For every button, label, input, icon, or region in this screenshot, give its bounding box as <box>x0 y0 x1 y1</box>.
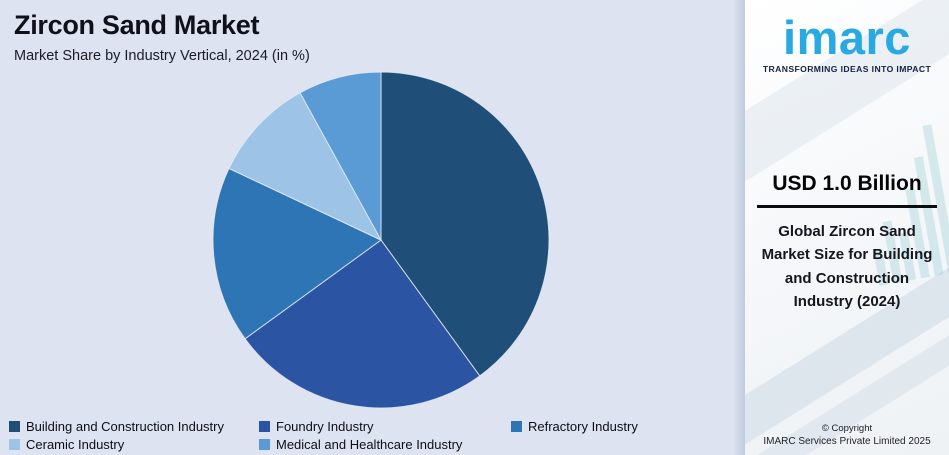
logo-tagline: TRANSFORMING IDEAS INTO IMPACT <box>762 64 932 74</box>
brand-sidebar: imarc TRANSFORMING IDEAS INTO IMPACT USD… <box>745 0 949 455</box>
copyright-symbol-line: © Copyright <box>821 423 873 434</box>
pie-chart <box>212 71 550 409</box>
legend-label: Refractory Industry <box>528 419 638 434</box>
metric-divider <box>757 205 937 208</box>
legend-swatch-icon <box>259 439 270 450</box>
metric-block: USD 1.0 Billion Global Zircon Sand Marke… <box>755 172 939 313</box>
legend-item: Medical and Healthcare Industry <box>259 437 511 452</box>
chart-area: Zircon Sand Market Market Share by Indus… <box>9 0 745 455</box>
pie-slice-3 <box>228 92 383 242</box>
legend-swatch-icon <box>259 421 270 432</box>
header: Zircon Sand Market Market Share by Indus… <box>14 10 310 64</box>
copyright: © Copyright IMARC Services Private Limit… <box>745 423 949 447</box>
legend-swatch-icon <box>9 439 20 450</box>
page-subtitle: Market Share by Industry Vertical, 2024 … <box>14 48 310 64</box>
imarc-logo: imarc <box>783 11 911 64</box>
panel-divider <box>733 0 745 455</box>
legend-label: Medical and Healthcare Industry <box>276 437 463 452</box>
legend-swatch-icon <box>511 421 522 432</box>
pie-slice-2 <box>212 167 382 340</box>
legend-item: Ceramic Industry <box>9 437 259 452</box>
pie-slice-1 <box>244 239 481 409</box>
pie-slice-4 <box>299 71 382 241</box>
copyright-company-line: IMARC Services Private Limited 2025 <box>763 436 931 447</box>
legend-swatch-icon <box>9 421 20 432</box>
metric-description: Global Zircon Sand Market Size for Build… <box>761 223 933 310</box>
chart-legend: Building and Construction Industry Found… <box>9 419 729 452</box>
logo-block: imarc TRANSFORMING IDEAS INTO IMPACT <box>745 14 949 74</box>
legend-label: Ceramic Industry <box>26 437 125 452</box>
legend-item: Refractory Industry <box>511 419 729 434</box>
legend-label: Building and Construction Industry <box>26 419 225 434</box>
legend-item: Building and Construction Industry <box>9 419 259 434</box>
metric-value: USD 1.0 Billion <box>772 172 922 195</box>
pie-slice-0 <box>380 71 550 377</box>
legend-label: Foundry Industry <box>276 419 374 434</box>
page-title: Zircon Sand Market <box>14 10 260 40</box>
legend-item: Foundry Industry <box>259 419 511 434</box>
